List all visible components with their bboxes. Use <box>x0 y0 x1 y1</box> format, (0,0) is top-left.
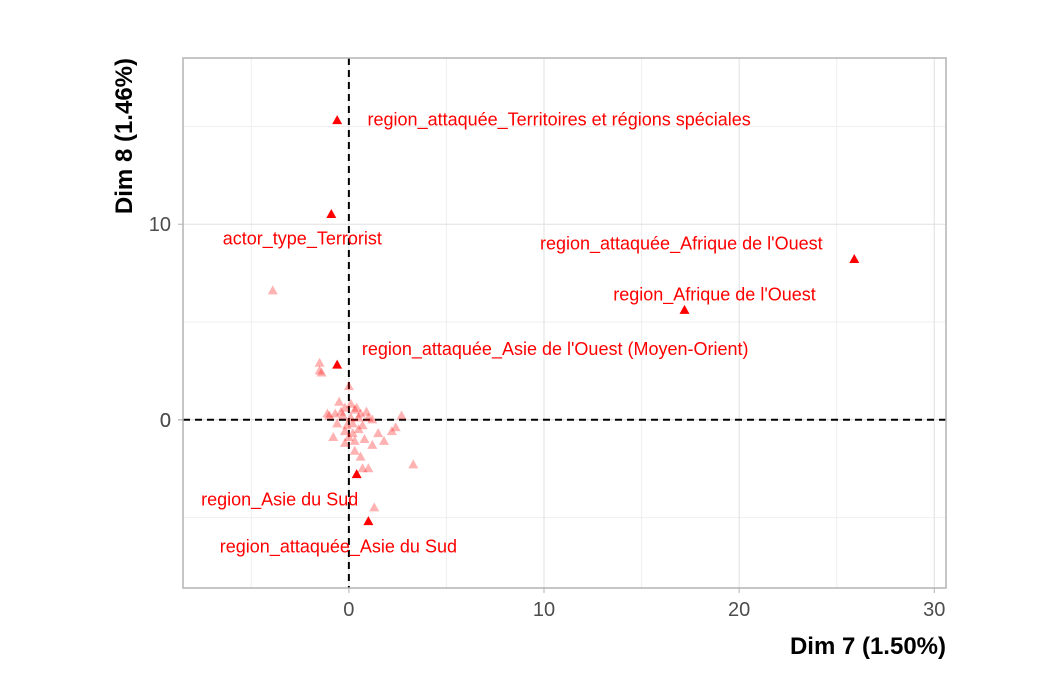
scatter-point-faded <box>396 410 407 420</box>
point-label: region_attaquée_Territoires et régions s… <box>368 110 751 131</box>
x-tick-label: 30 <box>923 599 945 621</box>
scatter-point-faded <box>347 428 358 438</box>
scatter-point-labeled <box>326 209 337 219</box>
scatter-point-labeled <box>332 115 343 125</box>
scatter-point-faded <box>367 414 378 424</box>
plot-frame <box>182 57 947 589</box>
scatter-point-faded <box>355 408 366 418</box>
scatter-point-faded <box>345 398 356 408</box>
scatter-point-faded <box>341 420 352 430</box>
scatter-point-faded <box>367 439 378 449</box>
scatter-point-labeled <box>332 359 343 369</box>
scatter-point-faded <box>343 381 354 391</box>
y-tick-label: 0 <box>160 410 171 432</box>
x-axis-title: Dim 7 (1.50%) <box>790 633 946 660</box>
scatter-point-faded <box>339 437 350 447</box>
y-tick-label: 10 <box>149 214 171 236</box>
scatter-point-labeled <box>679 304 690 314</box>
scatter-point-faded <box>339 426 350 436</box>
scatter-point-faded <box>267 285 278 295</box>
x-tick-label: 10 <box>533 599 555 621</box>
scatter-point-faded <box>347 418 358 428</box>
scatter-point-faded <box>359 433 370 443</box>
x-tick-label: 0 <box>343 599 354 621</box>
scatter-point-faded <box>314 357 325 367</box>
scatter-point-faded <box>330 408 341 418</box>
scatter-point-faded <box>349 404 360 414</box>
scatter-point-faded <box>351 402 362 412</box>
scatter-point-faded <box>355 451 366 461</box>
point-label: actor_type_Terrorist <box>223 228 382 249</box>
scatter-point-faded <box>345 412 356 422</box>
scatter-point-faded <box>339 402 350 412</box>
scatter-point-faded <box>316 367 327 377</box>
point-label: region_attaquée_Afrique de l'Ouest <box>540 233 823 254</box>
scatter-point-faded <box>373 428 384 438</box>
scatter-point-labeled <box>351 469 362 479</box>
y-tick-label: 0 <box>160 410 171 432</box>
scatter-point-faded <box>336 406 347 416</box>
x-tick-label: 20 <box>728 599 750 621</box>
scatter-point-labeled <box>363 516 374 526</box>
point-label: region_attaquée_Asie de l'Ouest (Moyen-O… <box>362 339 749 360</box>
grid-layer <box>183 58 946 588</box>
scatter-point-faded <box>363 412 374 422</box>
scatter-point-faded <box>378 435 389 445</box>
point-label: region_Afrique de l'Ouest <box>613 284 816 305</box>
point-label: region_Asie du Sud <box>201 490 358 511</box>
scatter-point-faded <box>338 410 349 420</box>
scatter-point-faded <box>324 410 335 420</box>
points-layer <box>267 115 860 526</box>
scatter-point-faded <box>361 406 372 416</box>
scatter-point-faded <box>408 459 419 469</box>
scatter-point-faded <box>386 426 397 436</box>
scatter-point-faded <box>369 502 380 512</box>
scatter-point-faded <box>322 408 333 418</box>
scatter-point-faded <box>349 435 360 445</box>
point-label: region_attaquée_Asie du Sud <box>220 537 457 558</box>
scatter-point-faded <box>334 396 345 406</box>
scatter-point-faded <box>349 445 360 455</box>
scatter-point-faded <box>357 420 368 430</box>
scatter-point-faded <box>343 432 354 442</box>
plot-background <box>183 58 946 588</box>
scatter-point-faded <box>357 463 368 473</box>
reference-lines <box>183 58 946 588</box>
scatter-point-faded <box>353 424 364 434</box>
scatter-point-faded <box>363 463 374 473</box>
point-labels-layer: region_attaquée_Territoires et régions s… <box>201 110 822 558</box>
scatter-point-faded <box>390 422 401 432</box>
scatter-point-faded <box>328 432 339 442</box>
y-axis-title: Dim 8 (1.46%) <box>111 58 138 214</box>
scatter-point-faded <box>332 418 343 428</box>
scatter-point-labeled <box>849 254 860 264</box>
scatter-point-faded <box>314 365 325 375</box>
scatter-point-faded <box>353 412 364 422</box>
